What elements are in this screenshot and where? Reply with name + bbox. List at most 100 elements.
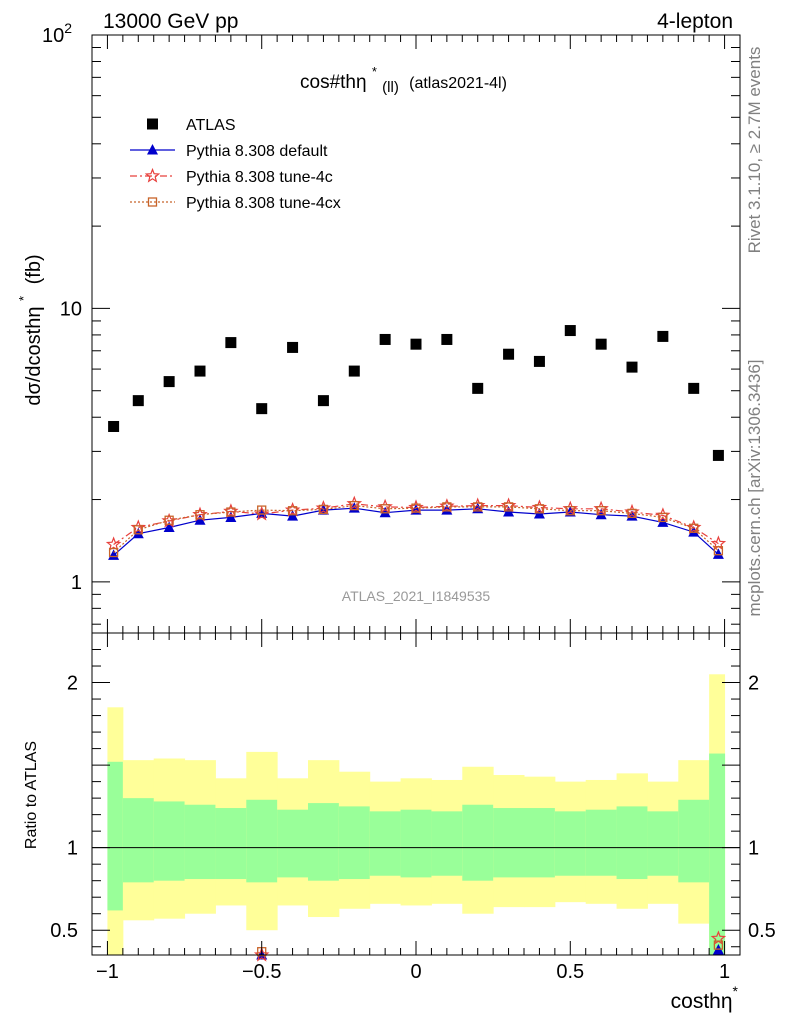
data-point (534, 504, 545, 514)
x-label-main: costhη (671, 990, 733, 1013)
data-point (500, 497, 517, 513)
data-point (685, 519, 702, 535)
y-label-unit: (fb) (23, 254, 45, 284)
data-point (195, 510, 205, 520)
data-point (596, 506, 606, 516)
data-point (226, 507, 236, 517)
inner-band (277, 809, 309, 878)
x-tick-label: −0.5 (242, 961, 281, 983)
inner-band (184, 804, 216, 880)
y-tick-label: 1 (71, 572, 82, 594)
data-point (533, 355, 545, 367)
data-point (317, 395, 329, 407)
legend: ATLAS Pythia 8.308 default Pythia 8.308 tu… (130, 117, 341, 212)
data-point (688, 526, 700, 537)
ratio-y-tick-label-left: 1 (67, 838, 78, 860)
title-tail: (atlas2021-4l) (409, 75, 507, 92)
inner-band (524, 808, 556, 878)
x-tick-label: 1 (719, 961, 730, 983)
data-point (531, 499, 548, 515)
y-label-main: dσ/dcosthη (23, 307, 45, 406)
data-point (469, 497, 486, 513)
data-point (658, 512, 668, 523)
x-tick-label: 0.5 (556, 961, 584, 983)
inner-band (616, 806, 648, 880)
data-point (595, 338, 607, 350)
data-point (318, 504, 329, 515)
data-point (132, 395, 144, 407)
legend-label: ATLAS (186, 117, 236, 134)
ratio-markers (253, 930, 727, 962)
inner-band (246, 799, 278, 883)
svg-text:cos#thη * (ll): cos#thη * (ll) (atlas2021-4l) (300, 60, 507, 97)
data-point (105, 536, 122, 552)
main-panel: ATLAS_2021_I1849535 cos#thη * (ll) (atla… (11, 20, 741, 634)
inner-band (338, 806, 371, 880)
data-point (287, 506, 298, 516)
data-point (626, 361, 638, 373)
data-point (624, 503, 640, 519)
data-point (565, 506, 575, 516)
x-tick-labels: −1 −0.5 0 0.5 1 (96, 961, 730, 983)
inner-band (585, 809, 618, 876)
ratio-y-label: Ratio to ATLAS (23, 741, 40, 849)
inner-band (107, 761, 124, 911)
mcplots-label: mcplots.cern.ch [arXiv:1306.3436] (745, 359, 764, 616)
data-point (164, 515, 174, 525)
analysis-watermark: ATLAS_2021_I1849535 (342, 588, 491, 604)
inner-band (122, 798, 155, 883)
series-line (113, 504, 719, 553)
data-point (132, 527, 144, 539)
ratio-ticks (91, 632, 741, 955)
data-point (133, 525, 143, 535)
data-point (147, 118, 158, 130)
series-2 (105, 495, 727, 552)
ratio-y-tick-label-right: 0.5 (748, 920, 776, 942)
y-label-sup: * (16, 296, 31, 301)
inner-band (400, 809, 432, 878)
data-point (380, 504, 390, 514)
inner-band (431, 811, 463, 876)
data-point (379, 333, 391, 345)
data-point (712, 548, 724, 559)
ratio-y-tick-label-right: 2 (748, 673, 759, 695)
data-point (349, 500, 359, 511)
title-main: cos#thη (300, 72, 367, 93)
main-ticks (92, 35, 740, 633)
main-series (105, 325, 727, 560)
series-3 (108, 500, 724, 558)
ratio-y-tick-label-left: 2 (67, 673, 78, 695)
data-point (473, 502, 483, 512)
legend-label: Pythia 8.308 tune-4cx (186, 195, 341, 212)
data-point (147, 144, 158, 155)
inner-band (554, 811, 587, 876)
data-point (253, 505, 270, 521)
x-tick-label: 0 (410, 961, 421, 983)
data-point (503, 502, 514, 512)
x-axis-label: costhη* (671, 983, 739, 1013)
data-point (257, 505, 267, 515)
data-point (564, 325, 576, 337)
y-axis-label: dσ/dcosthη * (fb) (11, 254, 45, 405)
data-point (379, 506, 391, 518)
data-point (287, 341, 299, 353)
chart-title: cos#thη * (ll) (atlas2021-4l) (300, 60, 507, 97)
data-point (192, 506, 208, 522)
data-point (713, 940, 724, 950)
rivet-label: Rivet 3.1.10, ≥ 2.7M events (745, 47, 764, 254)
x-tick-label: −1 (96, 961, 119, 983)
data-point (346, 495, 363, 511)
ratio-bands (107, 674, 726, 955)
ratio-y-tick-label-right: 1 (748, 838, 759, 860)
data-point (225, 337, 237, 349)
data-point (284, 501, 301, 517)
energy-label: 13000 GeV pp (103, 10, 238, 33)
data-point (256, 403, 268, 415)
legend-label: Pythia 8.308 default (186, 143, 328, 160)
svg-text:dσ/dcosthη * (: dσ/dcosthη * (fb) (11, 254, 45, 405)
inner-band (709, 753, 726, 955)
main-y-tick-labels: 1 10 102 (42, 20, 82, 594)
data-point (315, 500, 332, 515)
ratio-panel: 0.5 0.5 1 1 2 2 −1 −0.5 0 0.5 1 Ratio to ATLAS co… (23, 632, 776, 1013)
data-point (108, 549, 120, 560)
